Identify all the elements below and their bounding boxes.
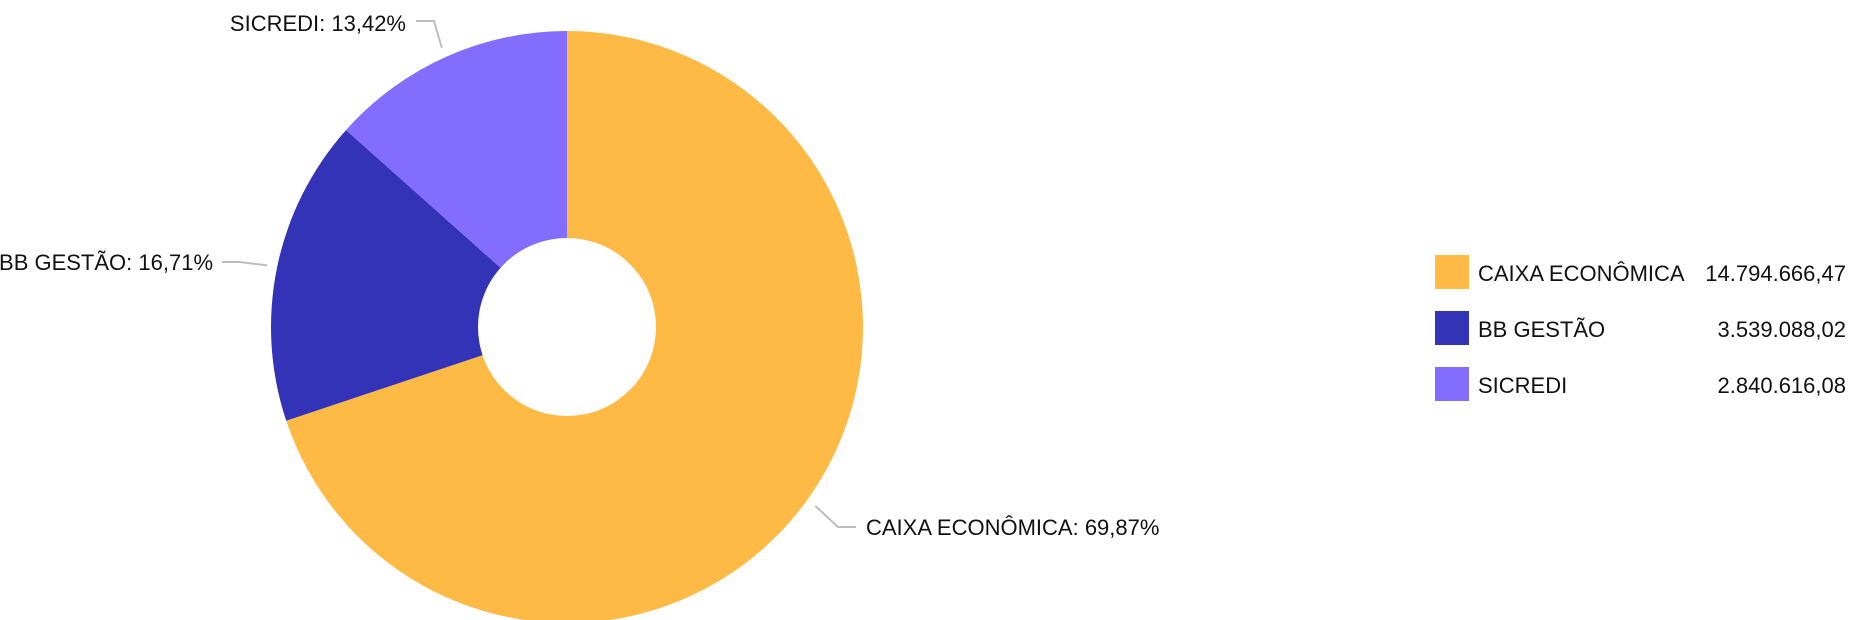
legend-item-sicredi[interactable]: SICREDI 2.840.616,08 — [1435, 367, 1846, 401]
leader-line-bb — [222, 261, 268, 267]
legend-value-caixa: 14.794.666,47 — [1705, 261, 1846, 286]
legend-value-bb: 3.539.088,02 — [1718, 317, 1846, 342]
legend-swatch-bb — [1435, 311, 1469, 345]
labels-layer: CAIXA ECONÔMICA: 69,87% BB GESTÃO: 16,71… — [0, 11, 1159, 540]
legend-label-caixa: CAIXA ECONÔMICA — [1478, 261, 1685, 286]
legend-label-bb: BB GESTÃO — [1478, 317, 1605, 342]
leader-line-sicredi — [416, 20, 443, 49]
slice-sicredi[interactable] — [346, 31, 567, 327]
legend-value-sicredi: 2.840.616,08 — [1718, 373, 1846, 398]
donut-hole — [478, 238, 656, 416]
legend-item-bb[interactable]: BB GESTÃO 3.539.088,02 — [1435, 311, 1846, 345]
legend-item-caixa[interactable]: CAIXA ECONÔMICA 14.794.666,47 — [1435, 255, 1846, 289]
hole-layer — [478, 238, 656, 416]
slice-label-sicredi: SICREDI: 13,42% — [230, 11, 406, 36]
legend-swatch-caixa — [1435, 255, 1469, 289]
leaders-layer — [222, 20, 856, 528]
slice-label-bb: BB GESTÃO: 16,71% — [0, 250, 213, 275]
leader-line-caixa — [814, 505, 856, 528]
legend: CAIXA ECONÔMICA 14.794.666,47 BB GESTÃO … — [1435, 255, 1846, 401]
legend-label-sicredi: SICREDI — [1478, 373, 1567, 398]
legend-swatch-sicredi — [1435, 367, 1469, 401]
slice-label-caixa: CAIXA ECONÔMICA: 69,87% — [866, 515, 1159, 540]
